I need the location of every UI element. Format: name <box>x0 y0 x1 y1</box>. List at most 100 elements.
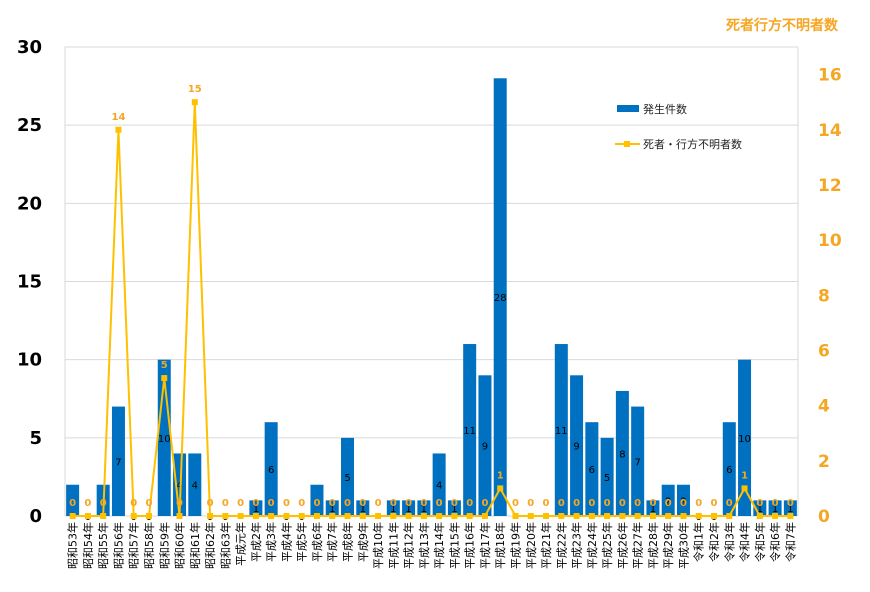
bar-value-label: 9 <box>573 442 579 453</box>
bar-value-label: 2 <box>680 496 686 507</box>
x-tick-label: 平成4年 <box>279 522 293 562</box>
y-tick-right: 2 <box>818 452 830 472</box>
y-tick-right: 16 <box>818 66 842 86</box>
x-tick-label: 平成12年 <box>402 522 416 569</box>
bar <box>585 422 599 516</box>
x-tick-label: 昭和59年 <box>157 522 171 569</box>
x-tick-label: 昭和62年 <box>203 522 217 569</box>
line-point <box>359 513 366 519</box>
line-point <box>512 513 519 519</box>
line-point <box>543 513 550 519</box>
bar-value-label: 4 <box>436 481 442 492</box>
x-tick-label: 平成28年 <box>646 522 660 569</box>
bar <box>66 484 80 516</box>
legend-line-label: 死者・行方不明者数 <box>643 137 742 151</box>
x-tick-label: 昭和54年 <box>81 522 95 569</box>
line-value-label: 0 <box>695 498 702 509</box>
y-tick-left: 10 <box>17 350 42 371</box>
line-point <box>375 513 382 519</box>
bar-value-label: 1 <box>421 504 427 515</box>
bar <box>432 453 446 516</box>
line-point <box>252 513 259 519</box>
line-value-label: 0 <box>405 498 412 509</box>
line-value-label: 0 <box>787 498 794 509</box>
line-point <box>268 513 275 519</box>
line-value-label: 14 <box>111 112 125 123</box>
x-tick-label: 平成15年 <box>447 522 461 569</box>
bar <box>386 500 400 516</box>
line-point <box>344 513 351 519</box>
line-point <box>680 513 687 519</box>
line-value-label: 0 <box>436 498 443 509</box>
line-point <box>420 513 427 519</box>
line-value-label: 5 <box>161 360 168 371</box>
bar-value-label: 1 <box>772 504 778 515</box>
line-point <box>161 375 168 382</box>
line-value-label: 0 <box>268 498 275 509</box>
y-tick-right: 8 <box>818 286 830 306</box>
line-value-label: 0 <box>604 498 611 509</box>
line-point <box>665 513 672 519</box>
x-tick-label: 平成26年 <box>615 522 629 569</box>
line-point <box>558 513 565 519</box>
bar <box>463 344 477 516</box>
line-point <box>329 513 336 519</box>
line-value-label: 0 <box>146 498 153 509</box>
y-tick-right: 12 <box>818 176 842 196</box>
x-tick-label: 平成3年 <box>264 522 278 562</box>
line-value-label: 0 <box>375 498 382 509</box>
line-value-label: 0 <box>176 498 183 509</box>
line-point <box>481 513 488 519</box>
bar-value-label: 11 <box>463 426 476 437</box>
y-tick-right: 0 <box>818 507 830 527</box>
line-value-label: 0 <box>237 498 244 509</box>
y-tick-right: 4 <box>818 397 830 417</box>
bar-value-label: 4 <box>192 481 198 492</box>
bar <box>631 406 645 516</box>
bar-value-label: 1 <box>757 504 763 515</box>
line-point <box>527 513 534 519</box>
x-tick-label: 平成13年 <box>417 522 431 569</box>
line-point <box>115 126 122 133</box>
line-point <box>497 485 504 492</box>
line-point <box>207 513 214 519</box>
bar-value-label: 1 <box>390 504 396 515</box>
bar-value-label: 5 <box>344 473 350 484</box>
line-value-label: 0 <box>313 498 320 509</box>
line-value-label: 0 <box>726 498 733 509</box>
line-value-label: 0 <box>344 498 351 509</box>
x-tick-label: 平成19年 <box>508 522 522 569</box>
line-point <box>634 513 641 519</box>
y-tick-left: 25 <box>17 115 42 136</box>
bar <box>661 484 675 516</box>
bar-value-label: 7 <box>115 457 121 468</box>
line-value-label: 0 <box>634 498 641 509</box>
bar <box>325 500 339 516</box>
x-tick-label: 令和1年 <box>692 522 706 562</box>
line-value-label: 0 <box>573 498 580 509</box>
x-axis-labels: 昭和53年 昭和54年 昭和55年 昭和56年 昭和57年 昭和58年 昭和59年 昭和60年… <box>66 522 798 569</box>
line-value-label: 0 <box>543 498 550 509</box>
line-point <box>191 99 198 106</box>
bar <box>646 500 660 516</box>
x-tick-label: 平成7年 <box>325 522 339 562</box>
x-tick-label: 平成20年 <box>524 522 538 569</box>
bar <box>478 375 492 516</box>
line-point <box>695 513 702 519</box>
bar-value-label: 1 <box>650 504 656 515</box>
legend-line-marker <box>624 141 630 147</box>
line-value-label: 0 <box>756 498 763 509</box>
line-value-label: 0 <box>222 498 229 509</box>
line-value-label: 0 <box>451 498 458 509</box>
line-point <box>466 513 473 519</box>
line-value-label: 0 <box>649 498 656 509</box>
x-tick-label: 平成元年 <box>234 522 248 566</box>
bar <box>447 500 461 516</box>
y-tick-left: 20 <box>17 193 42 214</box>
x-tick-label: 平成29年 <box>661 522 675 569</box>
bar-value-label: 1 <box>787 504 793 515</box>
bar <box>493 78 507 517</box>
line-value-label: 0 <box>207 498 214 509</box>
bar <box>768 500 782 516</box>
